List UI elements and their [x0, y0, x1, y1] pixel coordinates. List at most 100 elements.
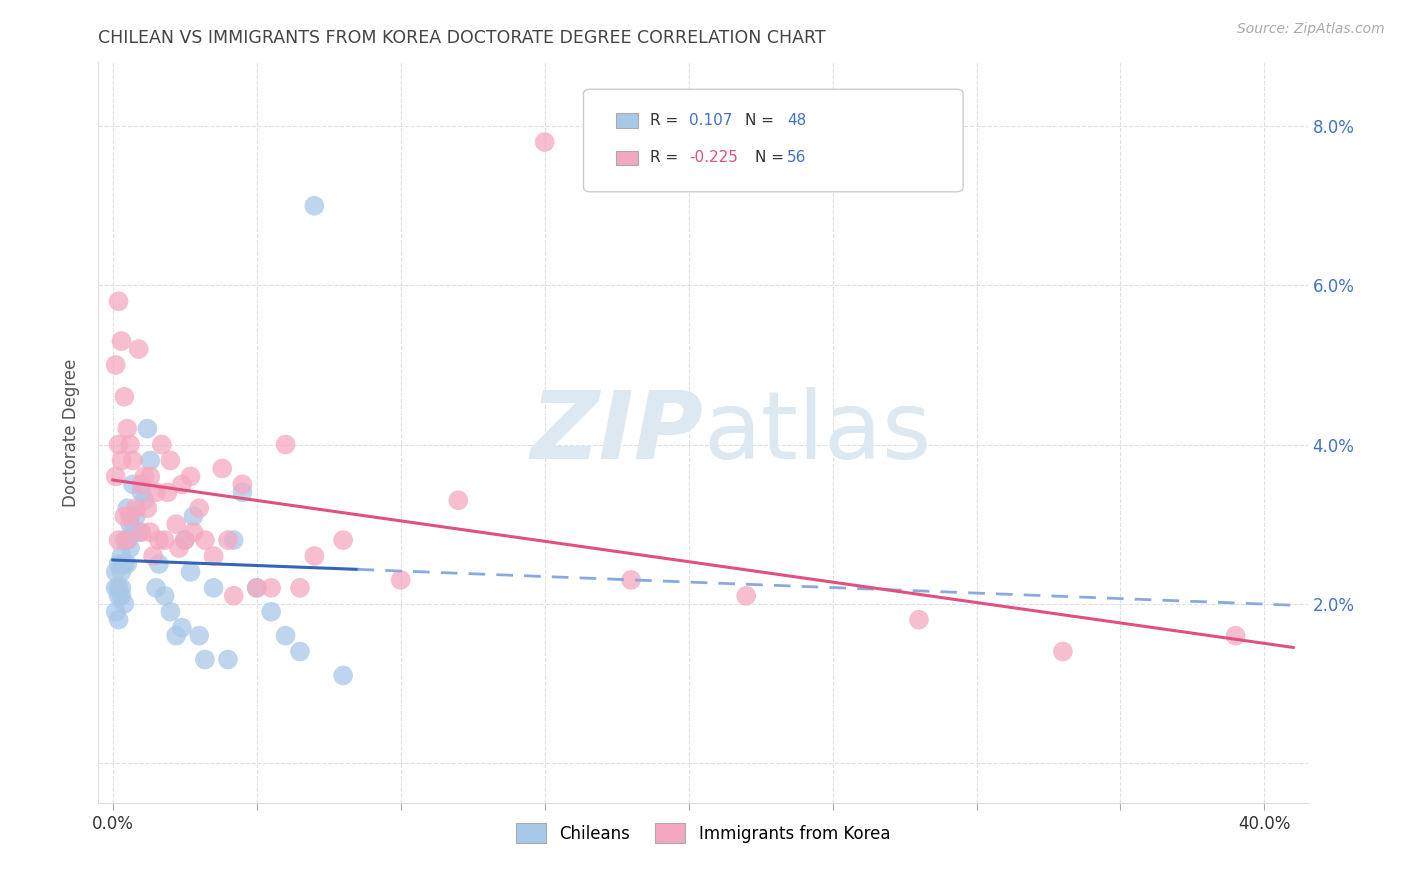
Point	[194, 533, 217, 547]
Point	[104, 565, 127, 579]
Point	[112, 390, 135, 404]
Point	[110, 453, 132, 467]
Point	[139, 469, 162, 483]
Point	[139, 453, 162, 467]
Point	[112, 597, 135, 611]
Point	[104, 358, 127, 372]
Point	[202, 549, 225, 563]
Point	[112, 557, 135, 571]
Point	[389, 573, 412, 587]
Point	[1225, 629, 1247, 643]
Point	[288, 644, 311, 658]
Point	[110, 589, 132, 603]
Point	[183, 509, 205, 524]
Point	[217, 533, 239, 547]
Text: 0.107: 0.107	[689, 113, 733, 128]
Point	[122, 477, 145, 491]
Point	[128, 342, 150, 356]
Text: CHILEAN VS IMMIGRANTS FROM KOREA DOCTORATE DEGREE CORRELATION CHART: CHILEAN VS IMMIGRANTS FROM KOREA DOCTORA…	[98, 29, 827, 47]
Point	[194, 652, 217, 666]
Point	[128, 525, 150, 540]
Text: atlas: atlas	[703, 386, 931, 479]
Point	[222, 533, 245, 547]
Point	[159, 605, 181, 619]
Point	[148, 557, 170, 571]
Point	[145, 581, 167, 595]
Point	[131, 525, 153, 540]
Point	[231, 477, 253, 491]
Point	[107, 557, 129, 571]
Point	[183, 525, 205, 540]
Point	[115, 501, 138, 516]
Point	[180, 565, 202, 579]
Point	[173, 533, 195, 547]
Point	[120, 509, 142, 524]
Legend: Chileans, Immigrants from Korea: Chileans, Immigrants from Korea	[509, 816, 897, 850]
Point	[288, 581, 311, 595]
Point	[167, 541, 190, 555]
Point	[104, 605, 127, 619]
Point	[159, 453, 181, 467]
Point	[260, 581, 283, 595]
Point	[110, 549, 132, 563]
Point	[246, 581, 269, 595]
Point	[908, 613, 931, 627]
Point	[217, 652, 239, 666]
Point	[107, 294, 129, 309]
Point	[145, 485, 167, 500]
Point	[202, 581, 225, 595]
Point	[274, 437, 297, 451]
Point	[222, 589, 245, 603]
Point	[115, 533, 138, 547]
Point	[332, 668, 354, 682]
Y-axis label: Doctorate Degree: Doctorate Degree	[62, 359, 80, 507]
Point	[142, 549, 165, 563]
Point	[112, 509, 135, 524]
Point	[148, 533, 170, 547]
Point	[156, 485, 179, 500]
Text: N =: N =	[745, 113, 779, 128]
Point	[120, 517, 142, 532]
Point	[122, 525, 145, 540]
Point	[170, 621, 193, 635]
Point	[188, 501, 211, 516]
Point	[620, 573, 643, 587]
Point	[735, 589, 758, 603]
Point	[104, 581, 127, 595]
Point	[120, 437, 142, 451]
Point	[107, 613, 129, 627]
Point	[107, 589, 129, 603]
Point	[104, 469, 127, 483]
Point	[246, 581, 269, 595]
Point	[1052, 644, 1074, 658]
Point	[115, 422, 138, 436]
Point	[447, 493, 470, 508]
Point	[136, 501, 159, 516]
Text: R =: R =	[650, 151, 683, 165]
Text: N =: N =	[755, 151, 789, 165]
Point	[110, 581, 132, 595]
Point	[180, 469, 202, 483]
Point	[131, 477, 153, 491]
Point	[332, 533, 354, 547]
Text: R =: R =	[650, 113, 683, 128]
Point	[136, 422, 159, 436]
Point	[260, 605, 283, 619]
Text: Source: ZipAtlas.com: Source: ZipAtlas.com	[1237, 22, 1385, 37]
Point	[131, 485, 153, 500]
Point	[110, 565, 132, 579]
Point	[274, 629, 297, 643]
Point	[107, 533, 129, 547]
Point	[231, 485, 253, 500]
Text: -0.225: -0.225	[689, 151, 738, 165]
Point	[188, 629, 211, 643]
Point	[115, 533, 138, 547]
Point	[134, 469, 156, 483]
Point	[304, 199, 326, 213]
Point	[211, 461, 233, 475]
Point	[112, 533, 135, 547]
Point	[165, 629, 187, 643]
Point	[150, 437, 173, 451]
Point	[134, 493, 156, 508]
Text: 48: 48	[787, 113, 807, 128]
